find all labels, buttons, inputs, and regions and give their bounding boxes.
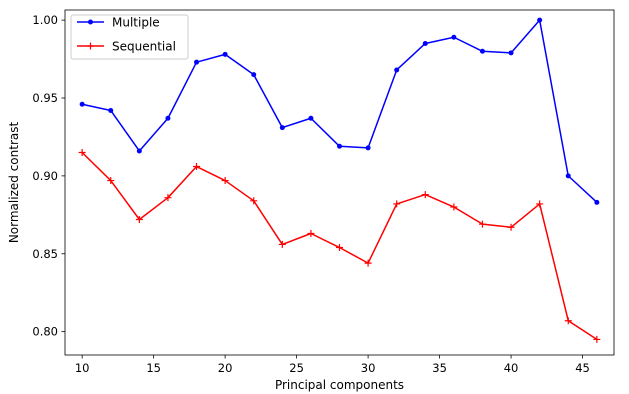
y-tick-label: 1.00 <box>32 13 58 27</box>
y-tick-label: 0.80 <box>32 325 58 339</box>
data-point-multiple <box>508 50 514 56</box>
x-tick-label: 40 <box>504 361 519 375</box>
data-point-multiple <box>565 173 571 179</box>
data-point-sequential <box>450 203 458 211</box>
data-point-sequential <box>564 317 572 325</box>
data-point-sequential <box>135 215 143 223</box>
data-point-multiple <box>537 17 543 23</box>
series-layer <box>78 17 601 343</box>
data-point-sequential <box>164 194 172 202</box>
data-point-multiple <box>451 34 457 40</box>
x-tick-label: 45 <box>575 361 590 375</box>
legend: Multiple Sequential <box>70 14 189 60</box>
x-tick-label: 25 <box>289 361 304 375</box>
data-point-multiple <box>79 101 85 107</box>
data-point-sequential <box>336 244 343 252</box>
data-point-multiple <box>279 125 285 131</box>
data-point-sequential <box>536 200 544 208</box>
data-point-multiple <box>394 67 400 73</box>
data-point-sequential <box>221 177 229 185</box>
data-point-multiple <box>136 148 142 154</box>
data-point-multiple <box>108 107 114 113</box>
data-point-sequential <box>307 230 315 238</box>
data-point-sequential <box>364 259 372 267</box>
legend-marker-multiple <box>88 19 93 25</box>
x-axis-label: Principal components <box>275 378 404 392</box>
x-tick-label: 20 <box>218 361 233 375</box>
data-point-sequential <box>421 191 429 199</box>
data-point-sequential <box>78 149 86 157</box>
data-point-sequential <box>593 335 601 343</box>
y-axis-label: Normalized contrast <box>7 122 21 244</box>
data-point-multiple <box>308 115 314 121</box>
x-tick-label: 35 <box>432 361 447 375</box>
y-tick-label: 0.85 <box>32 247 58 261</box>
data-point-multiple <box>422 40 428 46</box>
data-point-multiple <box>165 115 171 121</box>
data-point-multiple <box>222 51 228 57</box>
x-tick-label: 15 <box>146 361 161 375</box>
data-point-multiple <box>594 199 600 205</box>
data-point-multiple <box>194 59 200 65</box>
data-point-sequential <box>193 163 201 171</box>
data-point-sequential <box>107 177 115 185</box>
y-tick-label: 0.90 <box>32 169 58 183</box>
plot-frame <box>64 9 615 356</box>
x-tick-label: 30 <box>361 361 376 375</box>
data-point-multiple <box>365 145 371 151</box>
legend-label-multiple: Multiple <box>112 16 160 30</box>
series-sequential <box>78 149 601 343</box>
data-point-sequential <box>250 197 258 205</box>
y-tick-label: 0.95 <box>32 91 58 105</box>
x-axis-ticks: 10 15 20 25 30 35 40 45 <box>75 355 590 375</box>
legend-box <box>70 14 189 60</box>
data-point-sequential <box>478 220 486 228</box>
series-multiple <box>79 17 600 205</box>
data-point-sequential <box>507 223 515 231</box>
data-point-multiple <box>479 48 485 54</box>
data-point-multiple <box>251 72 257 78</box>
legend-marker-sequential <box>87 42 94 50</box>
data-point-sequential <box>278 240 286 248</box>
data-point-multiple <box>337 143 342 149</box>
legend-label-sequential: Sequential <box>112 40 176 54</box>
x-tick-label: 10 <box>75 361 90 375</box>
y-axis-ticks: 0.80 0.85 0.90 0.95 1.00 <box>32 13 65 339</box>
data-point-sequential <box>393 200 401 208</box>
